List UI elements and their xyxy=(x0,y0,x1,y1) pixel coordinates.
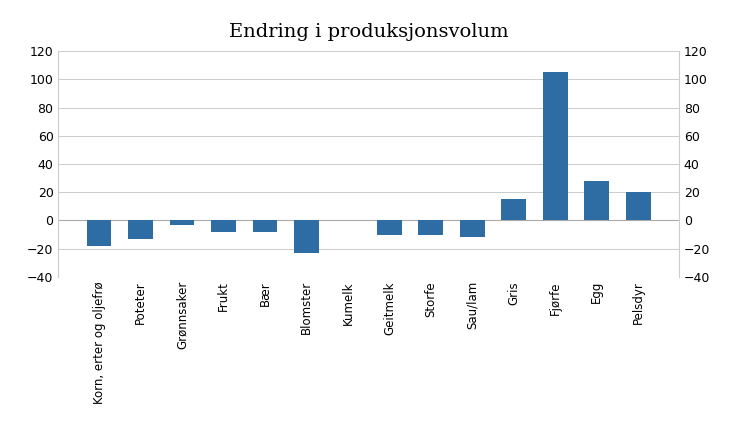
Bar xyxy=(460,221,485,237)
Bar xyxy=(502,199,526,221)
Bar xyxy=(584,181,610,221)
Bar xyxy=(377,221,402,235)
Bar xyxy=(211,221,236,232)
Bar xyxy=(169,221,194,225)
Title: Endring i produksjonsvolum: Endring i produksjonsvolum xyxy=(228,23,509,41)
Bar xyxy=(294,221,319,253)
Bar xyxy=(128,221,153,239)
Bar xyxy=(543,72,568,221)
Bar xyxy=(418,221,443,235)
Bar xyxy=(253,221,277,232)
Bar xyxy=(626,192,650,221)
Bar xyxy=(87,221,112,246)
